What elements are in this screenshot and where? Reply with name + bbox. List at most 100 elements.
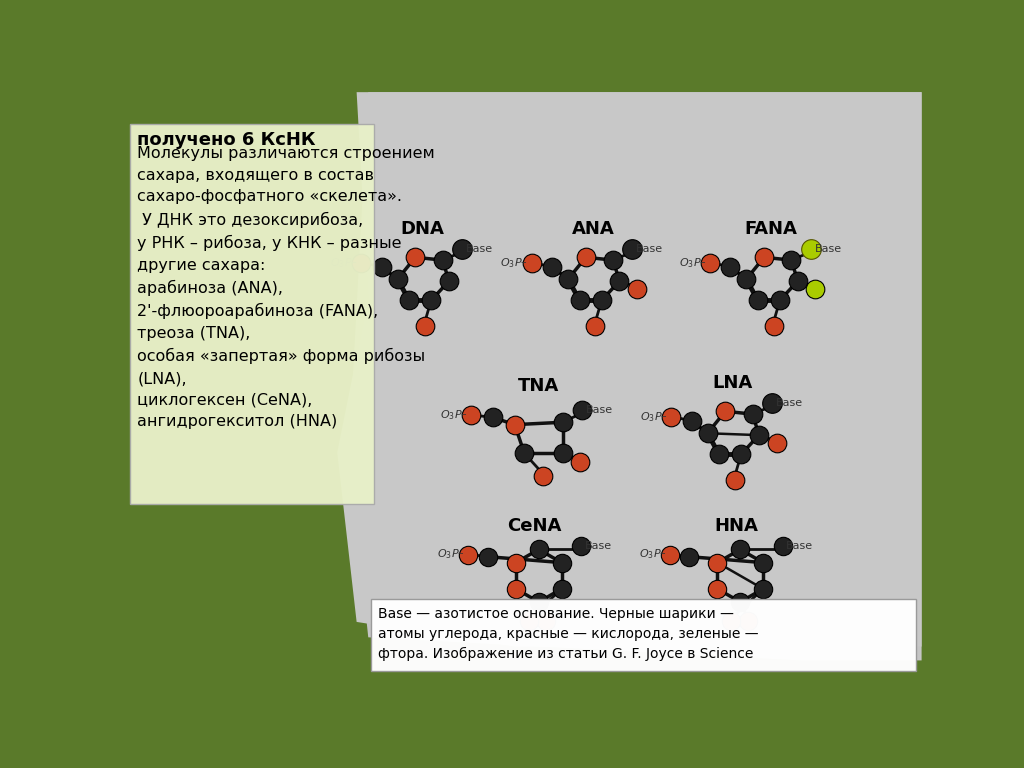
Text: HNA: HNA [714, 518, 758, 535]
Text: Base: Base [585, 541, 612, 551]
Point [662, 548, 678, 561]
Text: ANA: ANA [571, 220, 614, 238]
Text: LNA: LNA [713, 374, 753, 392]
Point [400, 294, 417, 306]
Point [803, 243, 819, 255]
Point [702, 257, 719, 269]
Point [739, 615, 756, 627]
FancyBboxPatch shape [130, 124, 374, 504]
FancyBboxPatch shape [371, 599, 916, 671]
Point [553, 557, 569, 569]
Point [625, 243, 641, 255]
Point [710, 583, 726, 595]
Point [764, 397, 780, 409]
Point [750, 294, 766, 306]
Point [578, 251, 594, 263]
Text: FANA: FANA [744, 220, 798, 238]
Point [744, 408, 761, 420]
Point [629, 283, 645, 295]
Text: CeNA: CeNA [507, 518, 562, 535]
Point [790, 275, 806, 287]
Point [722, 260, 738, 273]
Point [769, 437, 785, 449]
Text: Base: Base [786, 541, 813, 551]
Point [611, 275, 628, 287]
Point [508, 583, 524, 595]
Point [460, 548, 476, 561]
Point [521, 615, 538, 627]
Text: DNA: DNA [400, 220, 444, 238]
Point [524, 257, 541, 269]
Text: Base: Base [776, 398, 803, 408]
Point [353, 257, 370, 269]
Text: $O_3P$–: $O_3P$– [639, 548, 667, 561]
Point [664, 411, 680, 423]
Text: $O_3P$–: $O_3P$– [437, 548, 465, 561]
Point [772, 294, 788, 306]
Text: $O_3P$–: $O_3P$– [440, 409, 468, 422]
Point [732, 543, 749, 555]
Point [479, 551, 496, 563]
Point [408, 251, 424, 263]
Point [434, 254, 451, 266]
Text: Молекулы различаются строением
сахара, входящего в состав
сахаро-фосфатного «ске: Молекулы различаются строением сахара, в… [137, 146, 435, 429]
Point [699, 427, 716, 439]
Point [755, 557, 771, 569]
Point [555, 447, 571, 459]
Text: $O_3P$–: $O_3P$– [501, 256, 528, 270]
Text: Base: Base [586, 406, 613, 415]
Point [555, 416, 571, 429]
Point [485, 412, 502, 424]
Point [530, 596, 547, 608]
Polygon shape [349, 92, 922, 660]
Point [751, 429, 767, 442]
Point [571, 455, 588, 468]
Point [573, 540, 590, 552]
Point [560, 273, 577, 286]
Point [766, 319, 782, 332]
Point [723, 615, 739, 627]
Point [605, 254, 622, 266]
Point [594, 294, 610, 306]
Text: Base — азотистое основание. Черные шарики —
атомы углерода, красные — кислорода,: Base — азотистое основание. Черные шарик… [378, 607, 758, 660]
Point [544, 260, 560, 273]
Point [553, 583, 569, 595]
Point [807, 283, 823, 295]
Point [417, 319, 433, 332]
Point [535, 470, 551, 482]
Point [571, 294, 588, 306]
Text: $O_3P$–: $O_3P$– [640, 410, 668, 424]
Point [732, 596, 749, 608]
Point [783, 254, 800, 266]
Point [683, 415, 699, 427]
Point [530, 543, 547, 555]
Point [681, 551, 697, 563]
Polygon shape [337, 92, 922, 647]
Point [738, 273, 755, 286]
Text: Base: Base [814, 244, 842, 254]
Point [374, 260, 390, 273]
Point [573, 404, 590, 416]
Text: получено 6 КсНК: получено 6 КсНК [137, 131, 315, 149]
Point [717, 406, 733, 418]
Point [389, 273, 406, 286]
Point [710, 557, 726, 569]
Point [507, 419, 523, 431]
Point [463, 409, 479, 421]
Point [440, 275, 457, 287]
Point [756, 251, 772, 263]
Text: $O_3P$–: $O_3P$– [679, 256, 707, 270]
Point [516, 447, 532, 459]
Point [775, 540, 792, 552]
Point [423, 294, 439, 306]
Text: Base: Base [636, 244, 664, 254]
Point [508, 557, 524, 569]
Point [454, 243, 470, 255]
Text: $O_3P$–: $O_3P$– [330, 256, 357, 270]
Point [539, 615, 555, 627]
Point [711, 448, 727, 460]
Text: Base: Base [466, 244, 493, 254]
Point [755, 583, 771, 595]
Point [733, 448, 750, 460]
Point [587, 319, 603, 332]
